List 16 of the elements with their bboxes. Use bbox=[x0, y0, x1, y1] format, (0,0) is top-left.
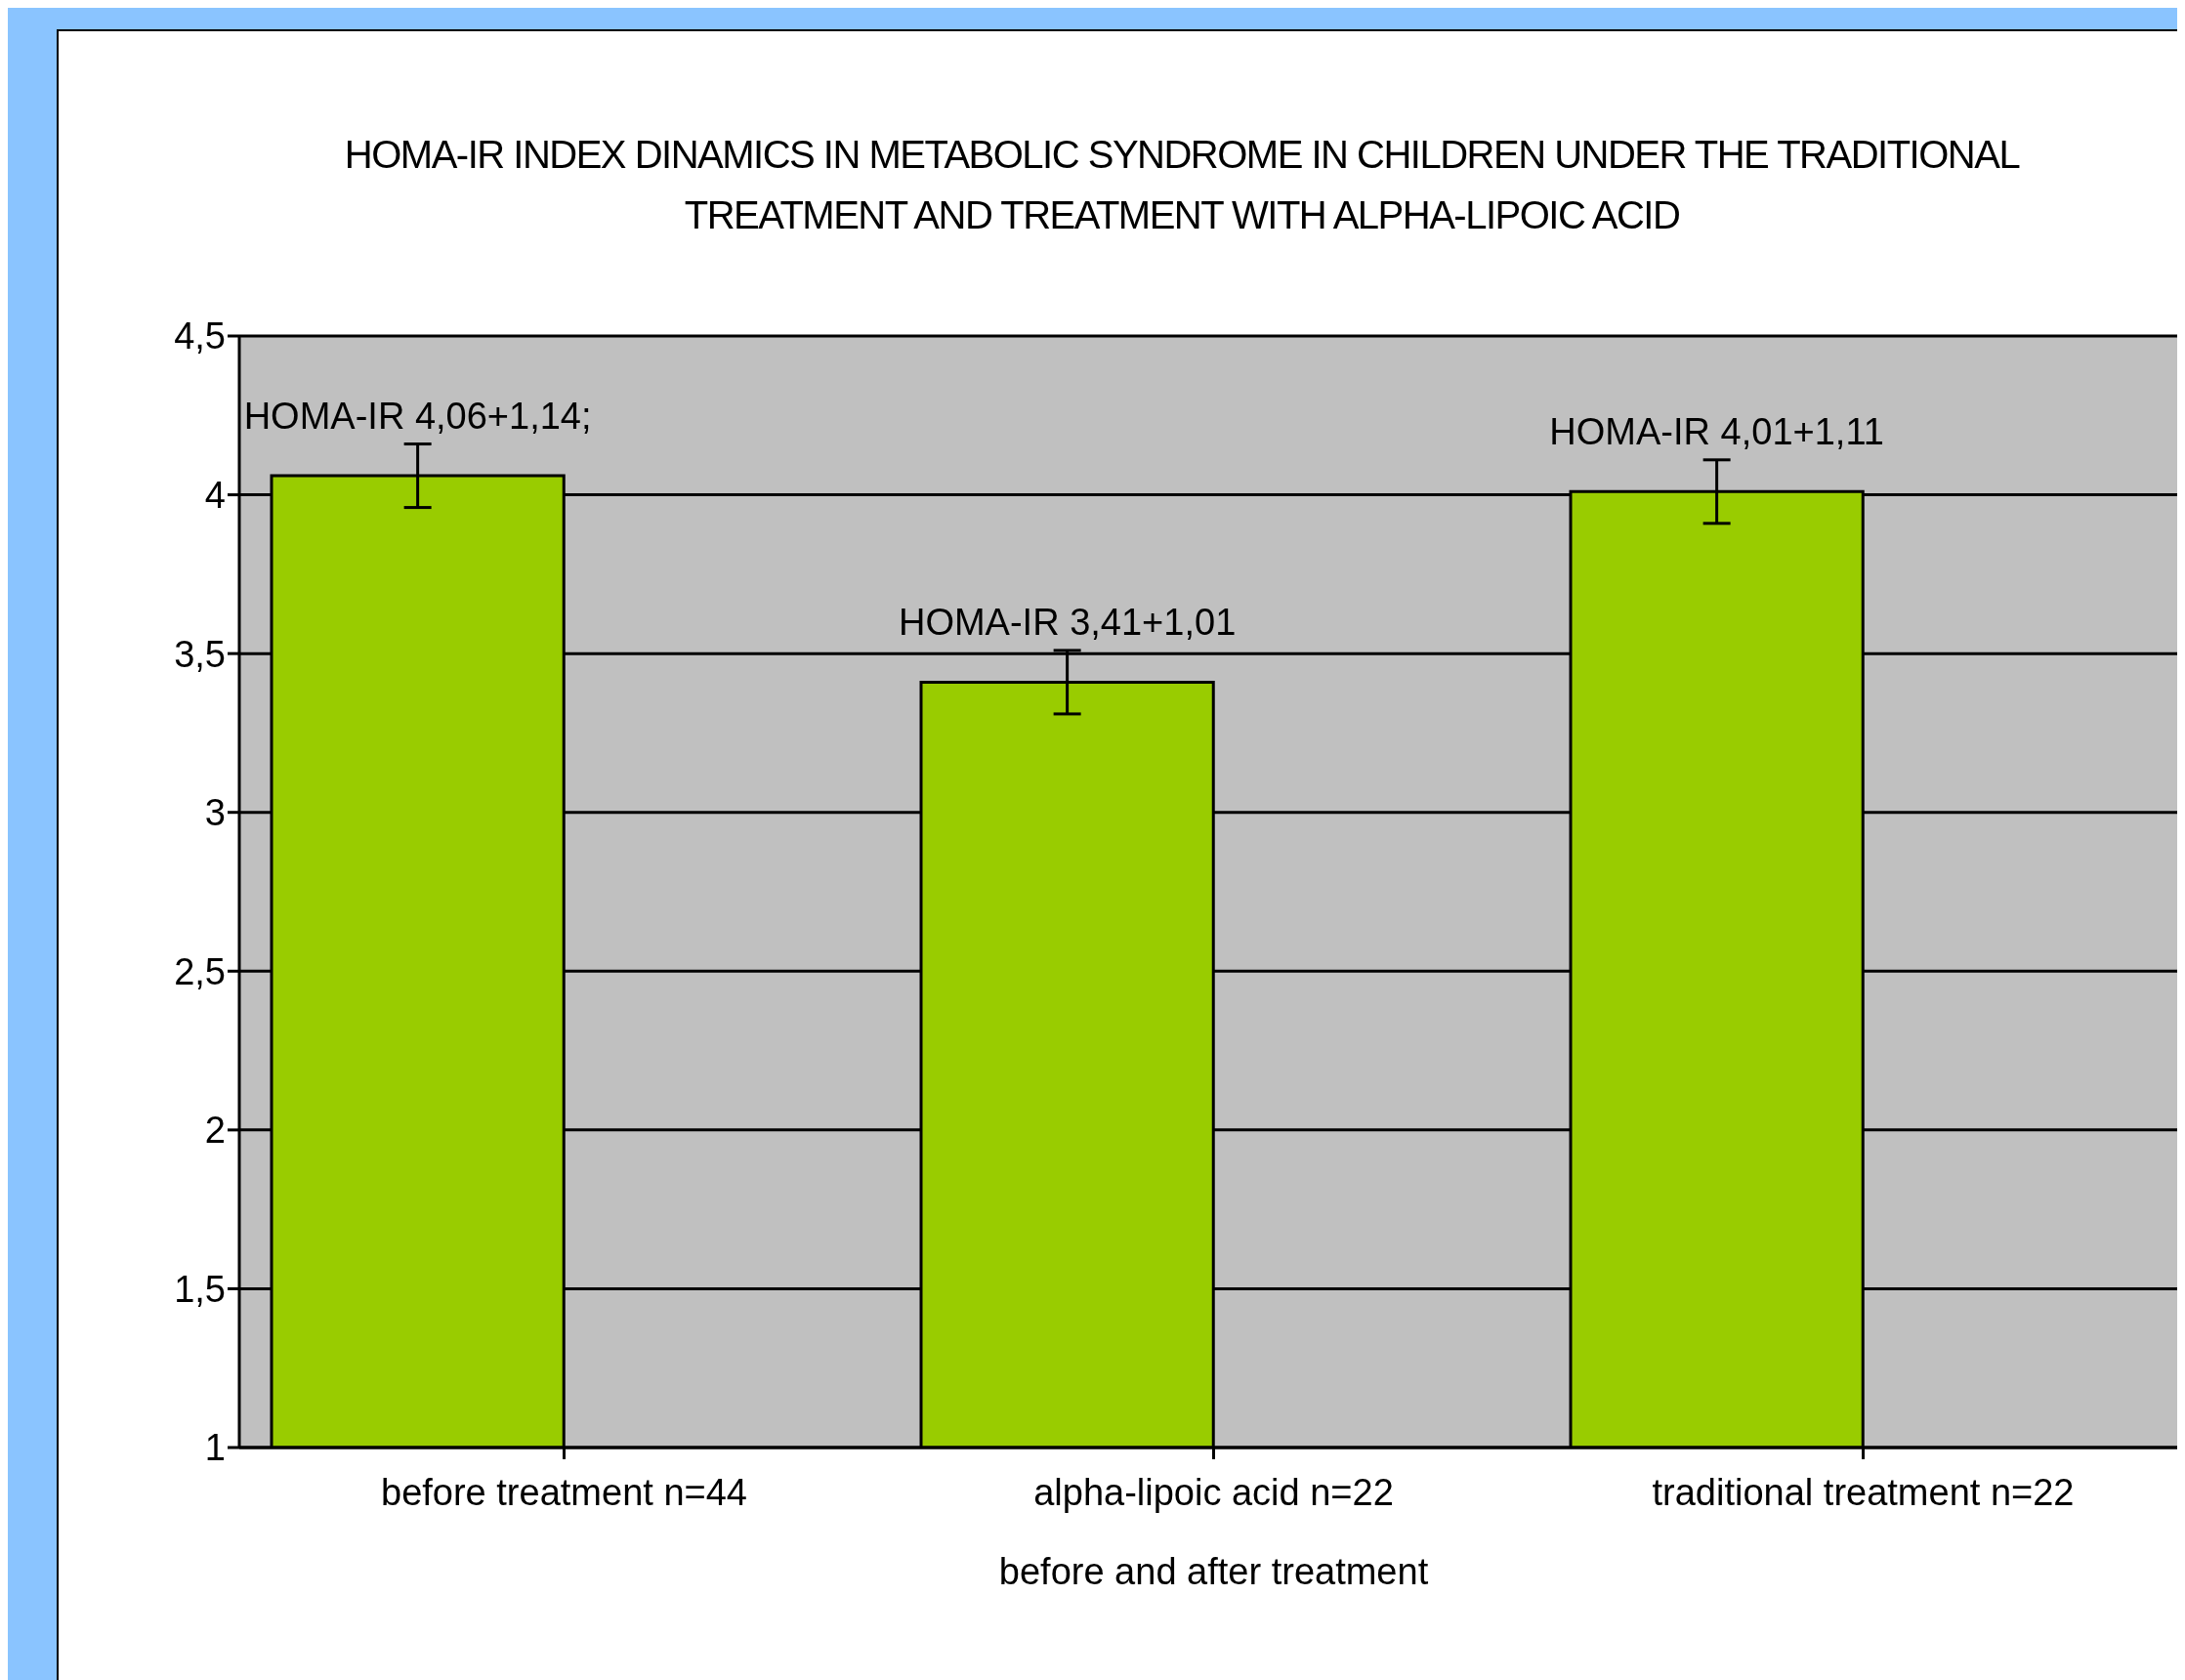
y-tick-label: 4,5 bbox=[174, 315, 226, 357]
y-tick-label: 1 bbox=[204, 1427, 226, 1469]
y-tick-label: 3 bbox=[204, 792, 226, 834]
y-tick-label: 2,5 bbox=[174, 950, 226, 992]
y-tick-label: 4 bbox=[204, 475, 226, 517]
x-tick-label: before treatment n=44 bbox=[381, 1471, 747, 1513]
data-label: HOMA-IR 3,41+1,01 bbox=[898, 602, 1237, 644]
chart-title: HOMA-IR INDEX DINAMICS IN METABOLIC SYNDROME IN CHILDREN UNDER THE TRADITIONAL TREATMENT AND TREATMENT WITH ALPHA-LIPOIC ACID bbox=[343, 132, 2021, 238]
x-tick-label: alpha-lipoic acid n=22 bbox=[1033, 1471, 1394, 1513]
y-tick-label: 3,5 bbox=[174, 633, 226, 675]
data-label: HOMA-IR 4,01+1,11 bbox=[1549, 411, 1884, 453]
y-tick-label: 2 bbox=[204, 1110, 226, 1152]
x-tick-label: traditional treatment n=22 bbox=[1652, 1471, 2075, 1513]
data-label: HOMA-IR 4,06+1,14; bbox=[243, 396, 592, 438]
x-axis-title: before and after treatment bbox=[998, 1551, 1429, 1592]
y-tick-label: 1,5 bbox=[174, 1268, 226, 1310]
